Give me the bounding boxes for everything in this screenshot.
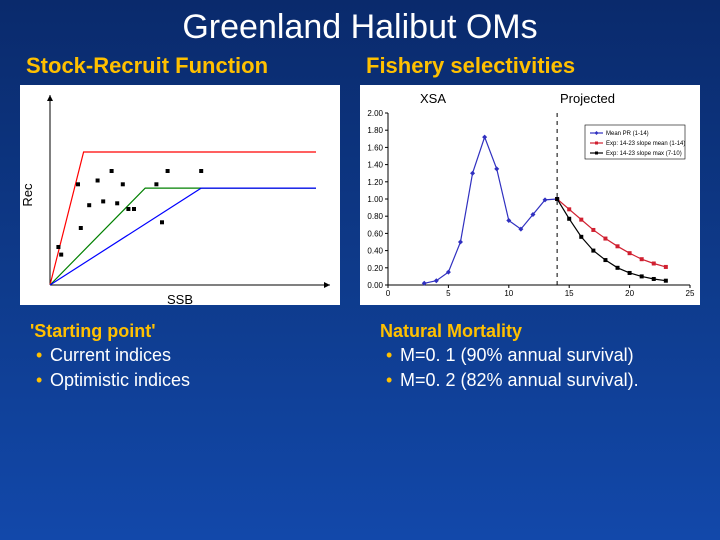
bullet-icon: •	[36, 368, 50, 392]
y-axis-label: Rec	[20, 183, 35, 206]
mortality-item: M=0. 1 (90% annual survival)	[400, 345, 634, 365]
svg-text:20: 20	[625, 289, 634, 298]
svg-text:1.20: 1.20	[367, 178, 383, 187]
svg-text:0.60: 0.60	[367, 229, 383, 238]
bullet-icon: •	[386, 343, 400, 367]
mortality-item: M=0. 2 (82% annual survival).	[400, 370, 639, 390]
svg-text:1.80: 1.80	[367, 126, 383, 135]
svg-text:1.40: 1.40	[367, 161, 383, 170]
slide-title: Greenland Halibut OMs	[0, 0, 720, 53]
mortality-heading: Natural Mortality	[380, 321, 522, 341]
bullet-icon: •	[386, 368, 400, 392]
starting-point-item: Optimistic indices	[50, 370, 190, 390]
left-column: Stock-Recruit Function Rec SSB	[20, 53, 344, 305]
x-axis-label: SSB	[167, 292, 193, 307]
svg-text:Exp: 14-23 slope mean (1-14): Exp: 14-23 slope mean (1-14)	[606, 141, 685, 147]
selectivity-chart: XSA Projected 0.00 0.20 0.40 0.60 0.80 1.00 1.…	[360, 85, 700, 305]
svg-text:15: 15	[565, 289, 574, 298]
svg-text:2.00: 2.00	[367, 109, 383, 118]
svg-text:0.80: 0.80	[367, 212, 383, 221]
stock-recruit-chart: Rec SSB	[20, 85, 340, 305]
starting-point-block: 'Starting point' •Current indices •Optim…	[30, 319, 340, 392]
svg-text:1.60: 1.60	[367, 143, 383, 152]
svg-text:5: 5	[446, 289, 451, 298]
starting-point-item: Current indices	[50, 345, 171, 365]
svg-text:1.00: 1.00	[367, 195, 383, 204]
right-heading: Fishery selectivities	[366, 53, 700, 79]
mortality-block: Natural Mortality •M=0. 1 (90% annual su…	[380, 319, 690, 392]
starting-point-heading: 'Starting point'	[30, 321, 156, 341]
svg-text:0.40: 0.40	[367, 247, 383, 256]
svg-text:Exp: 14-23 slope max (7-10): Exp: 14-23 slope max (7-10)	[606, 151, 682, 157]
bullet-icon: •	[36, 343, 50, 367]
svg-text:25: 25	[686, 289, 695, 298]
svg-text:0.00: 0.00	[367, 281, 383, 290]
left-heading: Stock-Recruit Function	[26, 53, 344, 79]
projected-label: Projected	[560, 91, 615, 106]
svg-text:Mean PR (1-14): Mean PR (1-14)	[606, 131, 649, 137]
svg-text:0: 0	[386, 289, 391, 298]
svg-text:0.20: 0.20	[367, 264, 383, 273]
right-column: Fishery selectivities XSA Projected 0.00…	[360, 53, 700, 305]
xsa-label: XSA	[420, 91, 446, 106]
svg-text:10: 10	[504, 289, 513, 298]
